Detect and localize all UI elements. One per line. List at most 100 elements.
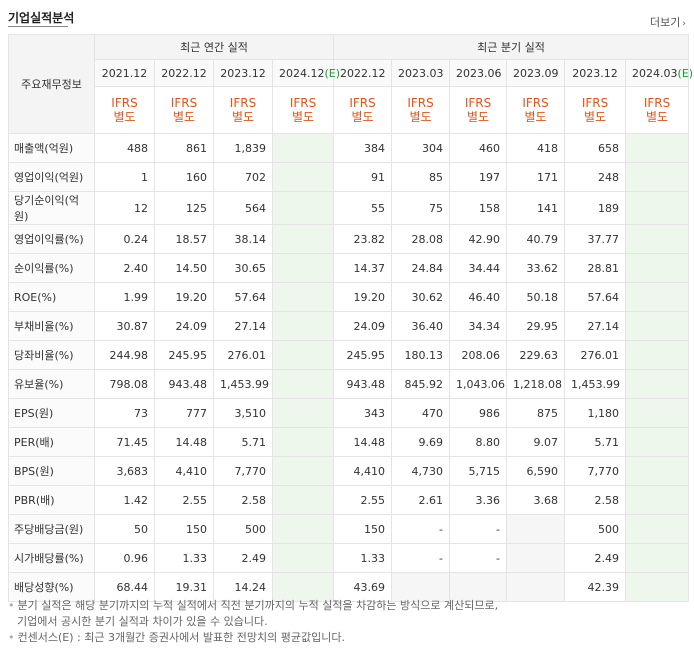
value-cell: 343 bbox=[333, 398, 393, 428]
separate-label: 별도 bbox=[231, 110, 255, 124]
period-header: 2022.12 bbox=[154, 59, 214, 87]
value-cell: 777 bbox=[154, 398, 214, 428]
value-cell bbox=[625, 191, 690, 225]
period-header: 2023.06 bbox=[449, 59, 508, 87]
value-cell: - bbox=[449, 543, 508, 573]
value-cell: 2.40 bbox=[94, 253, 155, 283]
value-cell bbox=[506, 572, 566, 602]
value-cell: 1.42 bbox=[94, 485, 155, 515]
value-cell: 1 bbox=[94, 162, 155, 192]
table-row: 영업이익(억원) 1 160 702 91 85 197 171 248 bbox=[8, 162, 690, 192]
value-cell bbox=[625, 427, 690, 457]
value-cell: 3,683 bbox=[94, 456, 155, 486]
separate-label: 별도 bbox=[291, 110, 315, 124]
footnote-2: • 컨센서스(E) : 최근 3개월간 증권사에서 발표한 전망치의 평균값입니다… bbox=[8, 631, 345, 644]
period-label: 2022.12 bbox=[340, 66, 386, 80]
value-cell: 500 bbox=[564, 514, 627, 544]
table-row: 매출액(억원) 488 861 1,839 384 304 460 418 658 bbox=[8, 133, 690, 163]
value-cell: 1,839 bbox=[213, 133, 273, 163]
separate-label: 별도 bbox=[172, 110, 196, 124]
table-row: 부채비율(%) 30.87 24.09 27.14 24.09 36.40 34.34 29.… bbox=[8, 311, 690, 341]
quarter-group-header: 최근 분기 실적 bbox=[333, 34, 690, 60]
row-label: PBR(배) bbox=[8, 485, 95, 515]
value-cell bbox=[271, 253, 335, 283]
value-cell: 4,730 bbox=[391, 456, 451, 486]
value-cell bbox=[271, 340, 335, 370]
value-cell: 245.95 bbox=[333, 340, 393, 370]
row-label: 부채비율(%) bbox=[8, 311, 95, 341]
value-cell: 141 bbox=[506, 191, 566, 225]
ifrs-label: IFRS bbox=[349, 96, 376, 110]
value-cell: 2.55 bbox=[154, 485, 214, 515]
period-header: 2023.09 bbox=[506, 59, 566, 87]
row-label: 영업이익률(%) bbox=[8, 224, 95, 254]
table-row: 배당성향(%) 68.44 19.31 14.24 43.69 42.39 bbox=[8, 572, 690, 602]
accounting-standard: IFRS 별도 bbox=[625, 86, 690, 134]
value-cell bbox=[625, 282, 690, 312]
value-cell: 42.90 bbox=[449, 224, 508, 254]
value-cell: 75 bbox=[391, 191, 451, 225]
value-cell: 27.14 bbox=[564, 311, 627, 341]
value-cell: 3,510 bbox=[213, 398, 273, 428]
value-cell bbox=[271, 224, 335, 254]
value-cell: 73 bbox=[94, 398, 155, 428]
period-label: 2024.12 bbox=[279, 66, 325, 80]
more-label: 더보기 bbox=[650, 16, 681, 29]
period-header: 2024.12(E) bbox=[271, 59, 340, 87]
table-row: BPS(원) 3,683 4,410 7,770 4,410 4,730 5,715 6,59… bbox=[8, 456, 690, 486]
value-cell: 27.14 bbox=[213, 311, 273, 341]
more-link[interactable]: 더보기 › bbox=[650, 14, 686, 30]
value-cell: 861 bbox=[154, 133, 214, 163]
row-label: EPS(원) bbox=[8, 398, 95, 428]
value-cell: 180.13 bbox=[391, 340, 451, 370]
value-cell: - bbox=[391, 514, 451, 544]
table-row: 영업이익률(%) 0.24 18.57 38.14 23.82 28.08 42.90 40.… bbox=[8, 224, 690, 254]
value-cell: 150 bbox=[333, 514, 393, 544]
financial-summary-table: 주요재무정보 최근 연간 실적 최근 분기 실적 2021.12 2022.12 2023… bbox=[8, 34, 693, 602]
value-cell: 28.08 bbox=[391, 224, 451, 254]
separate-label: 별도 bbox=[645, 110, 669, 124]
value-cell: 158 bbox=[449, 191, 508, 225]
value-cell bbox=[625, 543, 690, 573]
period-header: 2023.12 bbox=[564, 59, 627, 87]
period-label: 2023.06 bbox=[456, 66, 502, 80]
table-row: 당좌비율(%) 244.98 245.95 276.01 245.95 180.13 208… bbox=[8, 340, 690, 370]
period-header: 2022.12 bbox=[333, 59, 393, 87]
value-cell: 14.48 bbox=[154, 427, 214, 457]
value-cell: 125 bbox=[154, 191, 214, 225]
row-label: BPS(원) bbox=[8, 456, 95, 486]
value-cell bbox=[271, 514, 335, 544]
value-cell: 29.95 bbox=[506, 311, 566, 341]
value-cell: 197 bbox=[449, 162, 508, 192]
value-cell bbox=[271, 162, 335, 192]
chevron-right-icon: › bbox=[682, 19, 686, 29]
row-label: 매출액(억원) bbox=[8, 133, 95, 163]
value-cell: 1.99 bbox=[94, 282, 155, 312]
value-cell bbox=[271, 133, 335, 163]
value-cell bbox=[449, 572, 508, 602]
accounting-standard: IFRS 별도 bbox=[94, 86, 155, 134]
value-cell bbox=[271, 311, 335, 341]
value-cell: 245.95 bbox=[154, 340, 214, 370]
value-cell bbox=[271, 282, 335, 312]
ifrs-label: IFRS bbox=[581, 96, 609, 110]
value-cell: 276.01 bbox=[213, 340, 273, 370]
value-cell bbox=[271, 572, 335, 602]
value-cell: 9.07 bbox=[506, 427, 566, 457]
table-row: PBR(배) 1.42 2.55 2.58 2.55 2.61 3.36 3.68 2.58 bbox=[8, 485, 690, 515]
value-cell: 564 bbox=[213, 191, 273, 225]
value-cell bbox=[391, 572, 451, 602]
value-cell: 33.62 bbox=[506, 253, 566, 283]
value-cell: 23.82 bbox=[333, 224, 393, 254]
value-cell: 2.58 bbox=[564, 485, 627, 515]
value-cell: 34.34 bbox=[449, 311, 508, 341]
value-cell: 12 bbox=[94, 191, 155, 225]
value-cell: 384 bbox=[333, 133, 393, 163]
value-cell: 30.62 bbox=[391, 282, 451, 312]
value-cell: 30.87 bbox=[94, 311, 155, 341]
period-header: 2021.12 bbox=[94, 59, 155, 87]
value-cell: 1,453.99 bbox=[564, 369, 627, 399]
period-label: 2023.12 bbox=[572, 66, 618, 80]
value-cell: 37.77 bbox=[564, 224, 627, 254]
value-cell: 2.55 bbox=[333, 485, 393, 515]
